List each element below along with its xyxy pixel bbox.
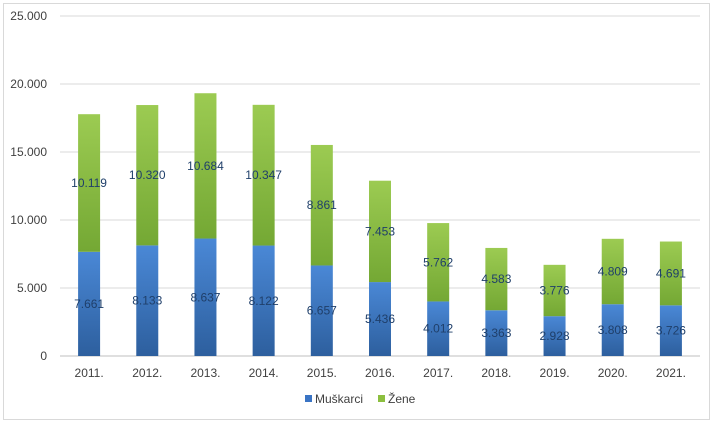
data-label: 10.320 [129,168,166,182]
x-tick-label: 2011. [75,366,104,380]
data-label: 7.453 [365,224,395,238]
data-label: 8.122 [249,294,279,308]
data-label: 6.657 [307,304,337,318]
bar-zene [310,144,333,266]
bar-zene [543,264,566,317]
bar-zene [427,223,450,302]
y-tick-label: 25.000 [10,9,47,23]
x-tick-label: 2015. [307,366,337,380]
data-label: 3.726 [656,324,686,338]
data-label: 2.928 [540,329,570,343]
legend-label: Muškarci [315,392,363,406]
data-label: 3.363 [481,326,511,340]
bar-zene [136,105,159,246]
bar-muskarci [78,251,101,356]
chart-frame [3,3,710,420]
data-label: 4.012 [423,322,453,336]
data-label: 10.119 [71,176,107,190]
data-label: 3.776 [540,284,570,298]
data-label: 10.347 [245,168,282,182]
data-label: 5.436 [365,312,395,326]
bar-zene [252,104,275,246]
x-axis-ticks: 2011. 2012. 2013. 2014. 2015. 2016. 2017. 2018.… [75,366,686,380]
y-tick-label: 20.000 [10,77,47,91]
y-tick-label: 0 [40,349,47,363]
bar-muskarci [369,282,391,356]
bar-muskarci [659,305,682,356]
x-tick-label: 2013. [190,366,220,380]
data-label: 8.861 [307,198,337,212]
y-tick-label: 15.000 [10,145,47,159]
bar-zene [78,114,101,252]
bars: 7.661 10.119 8.133 10.320 8.637 10.684 8.122 10… [71,93,686,356]
bar-zene [485,247,508,311]
x-tick-label: 2016. [365,366,395,380]
bar-muskarci [427,301,450,356]
data-label: 7.661 [74,297,104,311]
bar-muskarci [136,245,159,356]
bar-muskarci [485,310,508,356]
data-label: 3.808 [598,323,628,337]
data-label: 4.809 [598,265,628,279]
x-tick-label: 2020. [598,366,628,380]
legend-swatch [305,395,312,402]
data-label: 8.637 [190,290,220,304]
data-label: 10.684 [187,159,224,173]
data-label: 4.583 [481,272,511,286]
y-tick-label: 5.000 [17,281,47,295]
bar-muskarci [601,304,624,356]
legend-label: Žene [388,391,416,406]
x-tick-label: 2017. [423,366,453,380]
legend-swatch [378,395,385,402]
legend: Muškarci Žene [305,391,416,406]
bar-muskarci [543,316,566,356]
x-tick-label: 2021. [656,366,686,380]
data-label: 8.133 [132,294,162,308]
bar-muskarci [252,245,275,356]
x-tick-label: 2012. [132,366,162,380]
data-label: 4.691 [656,266,686,280]
bar-zene [194,93,217,239]
x-tick-label: 2014. [249,366,279,380]
bar-zene [601,238,624,305]
y-axis-ticks: 0 5.000 10.000 15.000 20.000 25.000 [10,9,47,363]
bar-muskarci [310,265,333,356]
bar-zene [659,241,682,306]
bar-zene [369,180,391,283]
x-tick-label: 2018. [481,366,511,380]
data-label: 5.762 [423,255,453,269]
bar-muskarci [194,238,217,356]
y-tick-label: 10.000 [10,213,47,227]
gridlines [60,15,700,357]
x-tick-label: 2019. [540,366,570,380]
